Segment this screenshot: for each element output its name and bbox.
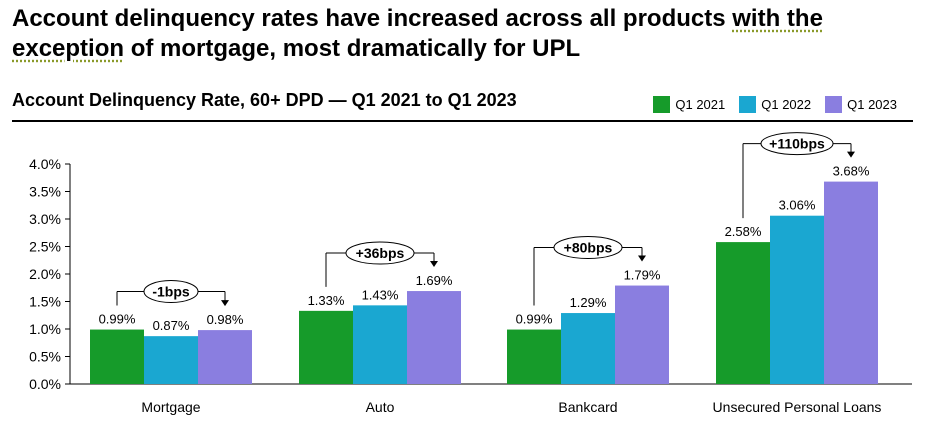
legend-swatch-q1-2022: [739, 96, 757, 113]
bar-unsecured-personal-loans-q1-2021: [716, 242, 770, 384]
y-tick-label: 2.5%: [29, 239, 61, 255]
bar-bankcard-q1-2023: [615, 285, 669, 384]
change-bubble-auto: [345, 241, 415, 265]
title-rule: [12, 120, 913, 122]
data-label-auto-q1-2023: 1.69%: [416, 273, 453, 288]
bar-unsecured-personal-loans-q1-2022: [770, 215, 824, 384]
legend-swatch-q1-2021: [653, 96, 671, 113]
change-label-bankcard: +80bps: [564, 240, 613, 256]
x-tick-label-unsecured-personal-loans: Unsecured Personal Loans: [713, 399, 882, 415]
data-label-unsecured-personal-loans-q1-2022: 3.06%: [779, 198, 816, 213]
headline-line-1: Account delinquency rates have increased…: [12, 4, 912, 34]
legend-item-q1-2022: Q1 2022: [739, 96, 811, 113]
headline-line-2: exception of mortgage, most dramatically…: [12, 34, 912, 64]
data-label-mortgage-q1-2023: 0.98%: [207, 312, 244, 327]
chart-title: Account Delinquency Rate, 60+ DPD — Q1 2…: [12, 90, 517, 110]
data-label-mortgage-q1-2022: 0.87%: [153, 318, 190, 333]
bar-bankcard-q1-2022: [561, 313, 615, 384]
data-label-bankcard-q1-2021: 0.99%: [516, 312, 553, 327]
x-tick-label-auto: Auto: [366, 399, 395, 415]
legend-item-q1-2023: Q1 2023: [825, 96, 897, 113]
y-tick-label: 1.5%: [29, 294, 61, 310]
headline-rest: of mortgage, most dramatically for UPL: [124, 35, 581, 62]
bracket-arrow-mortgage: [221, 300, 229, 307]
legend-item-q1-2021: Q1 2021: [653, 96, 725, 113]
bar-mortgage-q1-2021: [90, 329, 144, 384]
legend: Q1 2021 Q1 2022 Q1 2023: [653, 96, 897, 113]
y-tick-label: 4.0%: [29, 156, 61, 172]
legend-label-q1-2022: Q1 2022: [761, 97, 812, 112]
data-label-auto-q1-2022: 1.43%: [362, 287, 399, 302]
data-label-mortgage-q1-2021: 0.99%: [99, 312, 136, 327]
y-tick-label: 1.0%: [29, 321, 61, 337]
bracket-arrow-bankcard: [638, 255, 646, 262]
bar-auto-q1-2023: [407, 291, 461, 384]
headline: Account delinquency rates have increased…: [12, 4, 912, 64]
x-tick-label-bankcard: Bankcard: [558, 399, 617, 415]
bar-mortgage-q1-2022: [144, 336, 198, 384]
data-label-unsecured-personal-loans-q1-2021: 2.58%: [725, 224, 762, 239]
headline-exception: exception: [12, 35, 125, 62]
y-tick-label: 0.5%: [29, 349, 61, 365]
change-bubble-bankcard: [553, 236, 623, 260]
headline-with-the: with the: [732, 5, 823, 32]
y-tick-label: 3.5%: [29, 184, 61, 200]
bar-bankcard-q1-2021: [507, 329, 561, 384]
data-label-unsecured-personal-loans-q1-2023: 3.68%: [833, 164, 870, 179]
bar-unsecured-personal-loans-q1-2023: [824, 181, 878, 384]
y-tick-label: 3.0%: [29, 211, 61, 227]
bar-auto-q1-2021: [299, 310, 353, 384]
change-bubble-unsecured-personal-loans: [760, 132, 834, 156]
bar-auto-q1-2022: [353, 305, 407, 384]
legend-label-q1-2023: Q1 2023: [847, 97, 897, 112]
x-tick-label-mortgage: Mortgage: [141, 399, 200, 415]
headline-prefix: Account delinquency rates have increased…: [12, 5, 733, 32]
data-label-bankcard-q1-2022: 1.29%: [570, 295, 607, 310]
change-bubble-mortgage: [143, 280, 199, 304]
change-label-mortgage: -1bps: [152, 284, 190, 300]
bracket-arrow-auto: [430, 261, 438, 268]
data-label-bankcard-q1-2023: 1.79%: [624, 268, 661, 283]
change-label-unsecured-personal-loans: +110bps: [769, 136, 825, 152]
data-label-auto-q1-2021: 1.33%: [308, 293, 345, 308]
bar-mortgage-q1-2023: [198, 330, 252, 384]
bracket-arrow-unsecured-personal-loans: [847, 151, 855, 158]
y-tick-label: 0.0%: [29, 376, 61, 392]
y-tick-label: 2.0%: [29, 266, 61, 282]
change-label-auto: +36bps: [356, 245, 405, 261]
legend-swatch-q1-2023: [825, 96, 843, 113]
legend-label-q1-2021: Q1 2021: [675, 97, 726, 112]
